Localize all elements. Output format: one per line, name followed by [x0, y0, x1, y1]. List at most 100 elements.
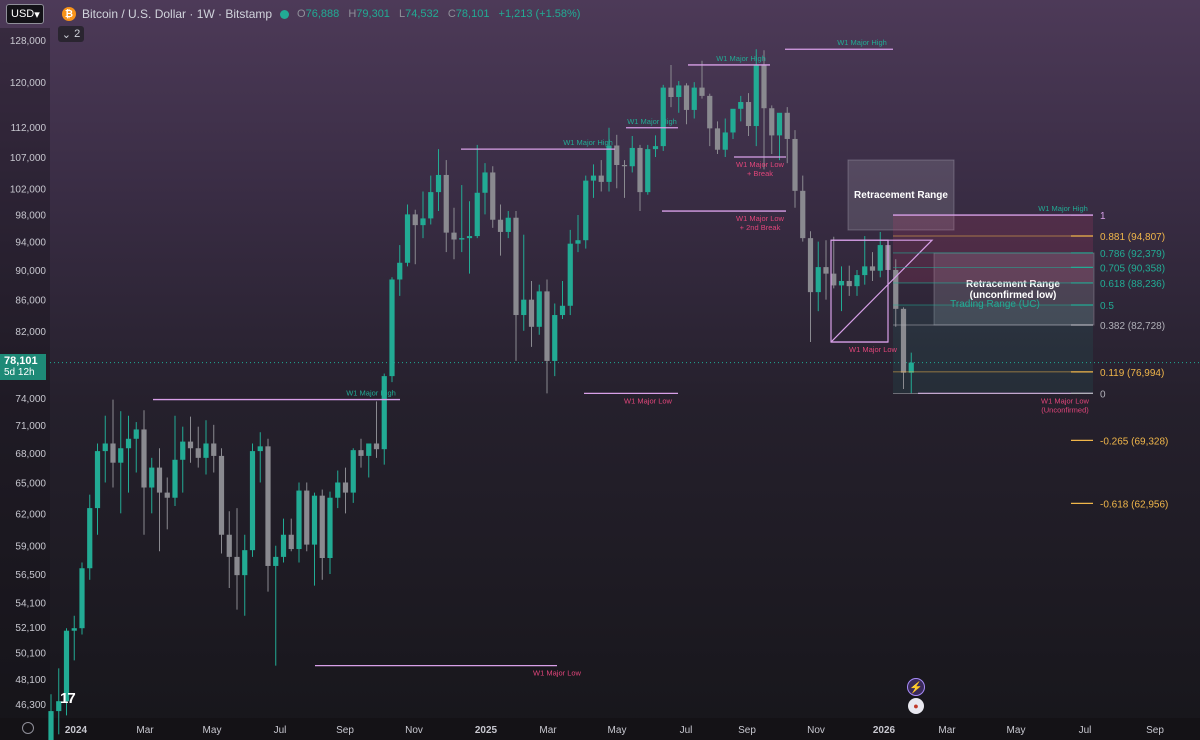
candle-body — [79, 568, 85, 629]
tradingview-logo[interactable]: 17 — [60, 690, 76, 707]
candle-body — [459, 238, 465, 240]
y-tick-label: 98,000 — [15, 210, 46, 221]
settings-icon[interactable] — [22, 722, 34, 734]
candle-body — [242, 550, 248, 576]
x-tick-label: Jul — [680, 725, 693, 736]
candle-body — [699, 87, 705, 96]
candle-body — [156, 467, 163, 493]
lightning-event-icon[interactable]: ⚡ — [907, 678, 925, 696]
ohlc-open-key: O — [297, 8, 306, 20]
candle-body — [676, 85, 682, 98]
candle-body — [211, 443, 217, 456]
candle-body — [668, 87, 674, 98]
x-tick-label: 2024 — [65, 725, 88, 736]
candle-body — [536, 291, 542, 327]
major-level-label: W1 Major High — [563, 138, 613, 147]
y-tick-label: 112,000 — [11, 123, 47, 134]
candle-body — [319, 495, 325, 559]
major-level-label: W1 Major Low — [624, 396, 673, 405]
candle-body — [350, 450, 356, 493]
retracement-range-unconfirmed-box — [933, 252, 1095, 326]
fib-level-label: 1 — [1100, 211, 1106, 222]
x-tick-label: May — [1007, 725, 1026, 736]
candle-body — [497, 219, 504, 232]
y-tick-label: 52,100 — [15, 623, 46, 634]
candle-body — [652, 146, 659, 150]
fib-level-label: 0.5 — [1100, 301, 1114, 312]
candle-body — [707, 95, 713, 129]
major-level-label: W1 Major Low — [736, 160, 785, 169]
candle-body — [745, 102, 752, 127]
candle-body — [567, 243, 573, 306]
x-tick-label: Mar — [539, 725, 557, 736]
candle-body — [466, 236, 473, 239]
candle-body — [280, 534, 287, 557]
fib-lower-zone — [893, 305, 1093, 394]
trading-range-label: Trading Range (UC) — [950, 299, 1040, 310]
y-tick-label: 120,000 — [10, 78, 47, 89]
candle-body — [102, 443, 108, 452]
y-tick-label: 71,000 — [15, 421, 46, 432]
indicators-toggle-button[interactable]: ⌄ 2 — [58, 26, 84, 42]
candle-body — [893, 269, 899, 309]
candle-body — [846, 280, 852, 287]
candle-body — [63, 630, 70, 702]
ohlc-close-key: C — [447, 8, 456, 20]
candle-body — [443, 174, 449, 233]
fib-level-label: -0.618 (62,956) — [1100, 499, 1168, 510]
x-tick-label: Sep — [738, 725, 756, 736]
x-tick-label: 2026 — [873, 725, 896, 736]
candle-body — [691, 87, 697, 110]
x-tick-label: Nov — [807, 725, 825, 736]
symbol-title[interactable]: Bitcoin / U.S. Dollar · 1W · Bitstamp — [82, 7, 273, 21]
candle-body — [637, 147, 643, 193]
x-tick-label: Mar — [136, 725, 154, 736]
candle-body — [133, 429, 139, 439]
x-tick-label: 2025 — [475, 725, 498, 736]
candle-body — [776, 112, 783, 136]
box-subtitle: (unconfirmed low) — [970, 290, 1057, 301]
retracement-range-box — [847, 159, 955, 231]
x-tick-label: May — [608, 725, 627, 736]
currency-label: USD — [11, 8, 35, 20]
candle-body — [862, 266, 868, 276]
y-tick-label: 102,000 — [10, 184, 47, 195]
major-level-label: W1 Major High — [627, 117, 677, 126]
candle-body — [598, 175, 604, 182]
y-tick-label: 90,000 — [15, 266, 46, 277]
ohlc-open: 76,888 — [305, 8, 340, 20]
candle-body — [838, 280, 845, 286]
candle-body — [195, 448, 201, 458]
fib-level-label: 0.618 (88,236) — [1100, 279, 1165, 290]
major-level-label: W1 Major High — [1038, 204, 1088, 213]
x-tick-label: Sep — [1146, 725, 1164, 736]
major-level-label: W1 Major Low — [849, 345, 898, 354]
chart-header: USD ▾ ₿ Bitcoin / U.S. Dollar · 1W · Bit… — [0, 0, 1200, 28]
candle-body — [614, 145, 620, 165]
candle-body — [908, 362, 914, 373]
us-flag-event-icon[interactable]: ● — [908, 698, 924, 714]
current-price: 78,101 — [4, 355, 38, 367]
x-tick-label: Nov — [405, 725, 423, 736]
candle-body — [118, 448, 124, 463]
candle-body — [327, 497, 333, 559]
candle-body — [249, 451, 256, 551]
candle-body — [296, 490, 302, 550]
candle-body — [164, 492, 170, 498]
candle-body — [412, 214, 418, 226]
candle-body — [575, 240, 581, 244]
candle-body — [428, 192, 434, 219]
candle-body — [800, 190, 806, 239]
candle-body — [94, 451, 101, 509]
candle-body — [753, 64, 759, 127]
candle-body — [722, 132, 728, 150]
candle-body — [366, 443, 372, 456]
candle-body — [629, 147, 635, 167]
currency-button[interactable]: USD ▾ — [6, 4, 44, 24]
bar-countdown: 5d 12h — [4, 367, 35, 378]
candle-body — [877, 245, 883, 271]
y-tick-label: 82,000 — [15, 327, 46, 338]
fib-level-label: 0.705 (90,358) — [1100, 263, 1165, 274]
